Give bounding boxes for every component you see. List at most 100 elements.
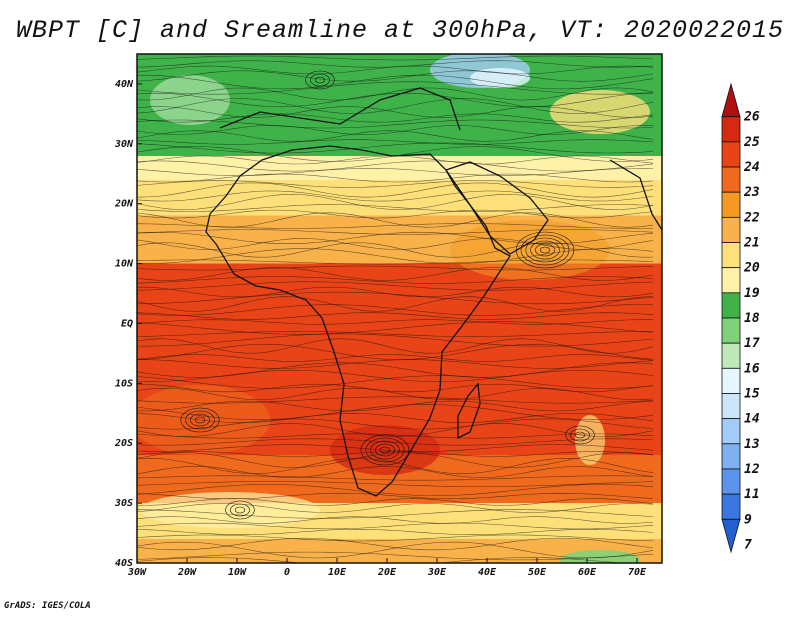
vortex-ring [310, 73, 330, 87]
colorbar-swatch [721, 141, 741, 168]
y-tick-label: 40N [115, 79, 134, 90]
streamline [137, 452, 654, 468]
y-tick-label: 10S [115, 378, 133, 389]
colorbar-swatch [721, 242, 741, 269]
colorbar-label: 7 [744, 537, 752, 552]
colorbar-label: 24 [743, 160, 760, 175]
vortex-ring [530, 240, 560, 260]
streamline [137, 338, 654, 354]
colorbar-swatch [721, 116, 741, 143]
streamline [137, 551, 654, 561]
yellow-patch-southwest [140, 492, 320, 528]
streamline [137, 229, 654, 235]
streamline [137, 259, 654, 265]
colorbar: 26 25 24 23 22 21 20 19 18 17 16 15 14 13 12 11 9 7 [721, 82, 760, 554]
y-tick-label: 30N [114, 139, 134, 150]
streamline [137, 438, 654, 446]
vortex-ring [230, 503, 250, 517]
vortex-ring [535, 243, 555, 257]
colorbar-label: 25 [743, 135, 760, 150]
y-tick-label: EQ [121, 318, 133, 329]
streamline [137, 516, 654, 524]
streamline [137, 404, 654, 420]
streamline [137, 139, 654, 145]
streamline [137, 492, 654, 500]
colorbar-top-arrow [721, 82, 741, 118]
colorbar-label: 11 [744, 487, 760, 502]
footer-credit: GrADS: IGES/COLA [4, 601, 91, 611]
cyan-patch-north [470, 68, 530, 88]
mediterranean-coastline [219, 87, 461, 131]
vortex-ring [234, 506, 246, 514]
x-tick-label: 0 [284, 567, 290, 578]
streamline [137, 190, 654, 202]
streamline [137, 173, 654, 183]
streamline [137, 331, 654, 337]
vortex-ring [375, 443, 395, 457]
streamline [137, 387, 654, 401]
streamline [137, 503, 654, 513]
streamline [137, 433, 654, 439]
vortex-ring [539, 246, 551, 254]
streamlines [137, 55, 654, 563]
colorbar-label: 20 [743, 261, 760, 276]
streamline [137, 291, 654, 305]
streamline [137, 321, 654, 335]
x-tick-label: 70E [628, 567, 647, 578]
streamline [137, 296, 654, 312]
colorbar-swatch [721, 292, 741, 319]
streamline [137, 65, 654, 75]
streamline [137, 60, 654, 68]
x-tick-label: 20W [177, 567, 197, 578]
x-tick-label: 20E [377, 567, 397, 578]
streamline [137, 55, 654, 61]
colorbar-label: 19 [744, 286, 760, 301]
colorbar-label: 12 [744, 462, 760, 477]
streamline [137, 475, 654, 481]
x-tick-label: 30W [127, 567, 147, 578]
streamline [137, 534, 654, 542]
streamline [137, 231, 654, 245]
streamline [137, 522, 654, 530]
x-tick-label: 10W [228, 567, 247, 578]
streamline [137, 557, 624, 563]
colorbar-label: 22 [743, 210, 760, 225]
y-tick-label: 30S [114, 498, 133, 509]
y-tick-label: 10N [115, 259, 134, 270]
x-tick-label: 50E [528, 567, 547, 578]
streamline [137, 267, 654, 281]
streamline [137, 70, 654, 82]
yellow-patch-southeast [575, 415, 605, 465]
vortex-ring [525, 237, 565, 263]
streamline [137, 418, 654, 430]
x-tick-label: 40E [478, 567, 497, 578]
streamline [137, 276, 654, 284]
vortex-ring [180, 407, 220, 433]
vortex-ring [370, 440, 400, 460]
x-tick-label: 30E [427, 567, 447, 578]
streamline [137, 92, 654, 108]
streamline [137, 541, 654, 559]
streamline [137, 113, 654, 123]
streamline [137, 194, 654, 210]
x-tick-label: 60E [578, 567, 597, 578]
streamline [137, 98, 654, 114]
y-tick-label: 20S [114, 438, 133, 449]
colorbar-swatch [721, 191, 741, 218]
streamline [137, 281, 654, 291]
colorbar-label: 14 [744, 412, 760, 427]
india-coastline [609, 159, 662, 231]
colorbar-label: 17 [744, 336, 760, 351]
streamline [137, 248, 654, 264]
vortex-ring [379, 446, 391, 454]
vortex-ring [520, 234, 570, 266]
colorbar-swatch [721, 166, 741, 193]
streamline [137, 312, 654, 320]
streamline [137, 265, 654, 271]
warm-patch-central [310, 275, 450, 365]
streamline [137, 370, 654, 382]
streamline [137, 146, 654, 162]
vortex-ring [314, 76, 326, 84]
africa-coastline [205, 145, 511, 497]
streamline [137, 466, 654, 478]
